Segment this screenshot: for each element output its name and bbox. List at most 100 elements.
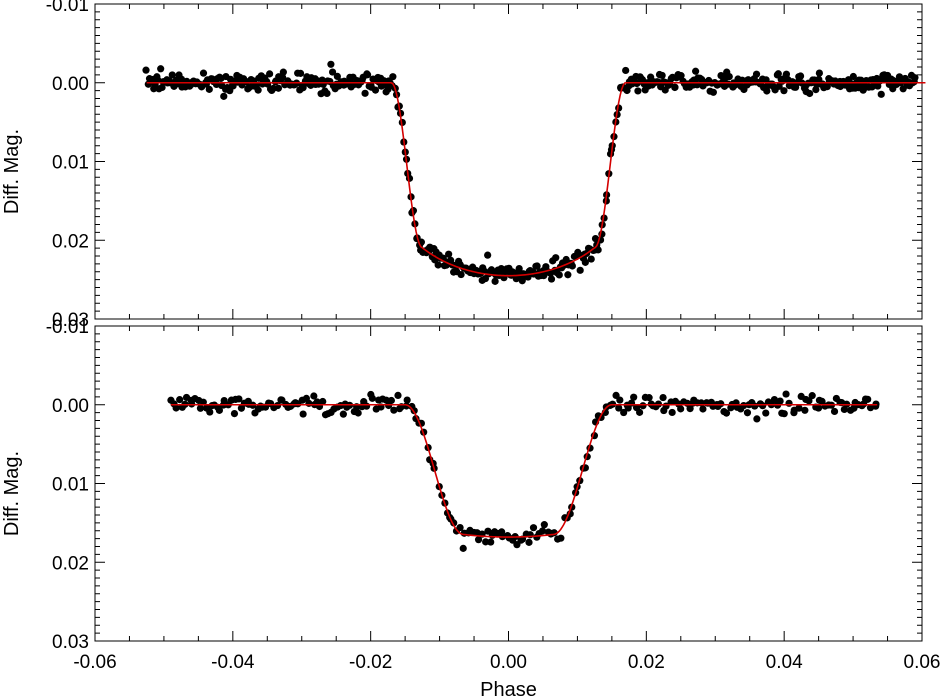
data-point — [743, 409, 752, 417]
data-point — [782, 70, 791, 78]
data-point — [717, 400, 725, 408]
plot-frame — [94, 325, 923, 642]
data-point — [540, 521, 548, 529]
data-point — [814, 404, 823, 412]
data-point — [639, 402, 647, 410]
data-point — [877, 90, 885, 98]
data-point — [254, 86, 262, 94]
y-tick-label: 0.01 — [52, 475, 89, 496]
data-point — [709, 88, 717, 96]
data-point — [333, 72, 341, 81]
data-point — [296, 69, 305, 77]
data-point — [725, 72, 733, 81]
data-point — [327, 60, 335, 68]
data-point — [482, 538, 490, 546]
data-point — [274, 84, 283, 92]
y-tick-label: 0.02 — [52, 231, 89, 252]
x-tick-label: -0.02 — [349, 652, 392, 673]
data-point — [686, 405, 694, 413]
y-tick-label: 0.03 — [52, 310, 89, 331]
data-point — [205, 85, 213, 93]
data-point — [806, 89, 814, 98]
data-point — [235, 395, 243, 403]
x-tick-label: -0.04 — [211, 652, 255, 673]
data-point — [199, 69, 208, 77]
y-tick-label: 0.01 — [52, 153, 89, 174]
data-point — [557, 534, 565, 542]
data-point — [456, 523, 464, 532]
data-point — [215, 406, 223, 414]
data-point — [830, 407, 839, 416]
data-point — [459, 544, 467, 552]
data-point — [763, 87, 771, 95]
data-point — [780, 87, 788, 95]
data-point — [658, 71, 666, 80]
data-point — [753, 415, 761, 423]
data-point — [776, 397, 784, 405]
data-point — [774, 70, 782, 78]
data-point — [562, 255, 570, 264]
data-point — [722, 409, 731, 417]
data-point — [158, 83, 166, 92]
y-axis-title: Diff. Mag. — [1, 129, 23, 214]
data-point — [616, 396, 624, 404]
data-point — [176, 396, 184, 404]
data-point — [620, 408, 628, 417]
data-point — [782, 390, 790, 398]
y-axis-title: Diff. Mag. — [1, 451, 23, 536]
data-point — [487, 538, 495, 546]
model-curve — [146, 81, 926, 277]
data-point — [168, 71, 176, 79]
x-tick-label: 0.02 — [628, 652, 665, 673]
data-point — [172, 404, 180, 412]
data-point — [630, 393, 638, 401]
data-point — [801, 406, 809, 414]
data-point — [671, 83, 679, 91]
data-point — [319, 397, 327, 406]
data-point — [762, 76, 770, 84]
data-point — [634, 87, 642, 95]
data-point — [849, 72, 857, 81]
data-point — [220, 92, 228, 100]
data-point — [780, 410, 788, 418]
model-curve — [170, 403, 878, 538]
data-point — [368, 394, 376, 402]
data-point — [538, 527, 547, 535]
data-point — [533, 262, 541, 270]
data-point — [645, 394, 653, 402]
data-point — [361, 89, 369, 97]
data-point — [555, 271, 563, 279]
data-point — [354, 409, 362, 417]
data-point — [692, 67, 700, 75]
y-tick-label: -0.01 — [46, 0, 89, 16]
data-point — [515, 264, 523, 273]
data-point — [581, 258, 589, 266]
x-tick-label: 0.06 — [904, 652, 941, 673]
data-point — [394, 391, 402, 399]
data-point — [805, 397, 813, 405]
data-point — [587, 255, 595, 263]
data-point — [310, 392, 318, 400]
data-point — [759, 402, 767, 410]
data-point — [564, 271, 572, 279]
data-point — [594, 246, 602, 254]
data-point — [529, 524, 538, 532]
data-point — [576, 266, 584, 274]
data-point — [677, 72, 685, 80]
data-point — [785, 399, 793, 407]
x-axis-title: Phase — [480, 679, 537, 697]
data-point — [525, 538, 533, 546]
data-point — [266, 70, 274, 78]
x-tick-label: 0.00 — [490, 652, 527, 673]
x-tick-label: -0.06 — [73, 652, 116, 673]
y-tick-label: 0.03 — [52, 632, 89, 653]
y-tick-label: 0.00 — [52, 396, 89, 417]
data-point — [911, 74, 919, 82]
data-point — [552, 254, 560, 262]
data-point — [752, 70, 761, 78]
data-point — [636, 408, 644, 416]
data-point — [389, 73, 397, 81]
data-point — [699, 405, 707, 413]
data-point — [434, 261, 442, 269]
data-point — [445, 250, 453, 258]
